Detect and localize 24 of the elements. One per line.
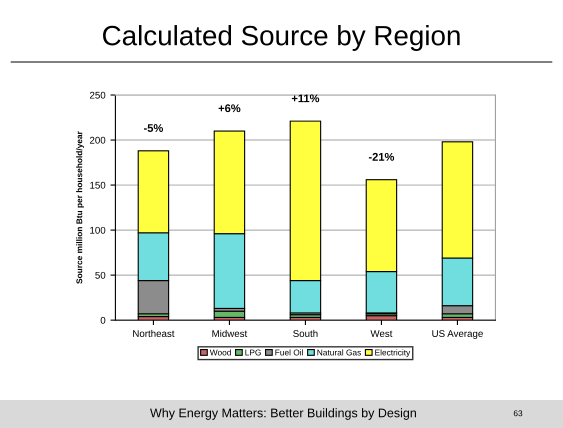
text: 63 (514, 410, 522, 416)
legend-label: Fuel Oil (275, 349, 303, 356)
annotation: -5% (144, 124, 164, 132)
y-axis-title: Source million Btu per household/year (76, 131, 84, 284)
x-tick-label: Northeast (133, 330, 174, 338)
y-tick-label: 50 (95, 272, 106, 279)
x-tick-label: US Average (432, 330, 483, 339)
legend-label: LPG (245, 350, 261, 356)
legend-label: Natural Gas (317, 349, 361, 356)
chart-title: Calculated Source by Region (103, 25, 460, 51)
y-tick-label: 150 (90, 182, 106, 189)
y-tick-label: 200 (90, 136, 106, 144)
y-tick-label: 0 (100, 316, 106, 324)
legend-label: Electricity (375, 349, 410, 358)
x-tick-label: Midwest (212, 330, 248, 338)
y-tick-label: 100 (90, 226, 106, 234)
annotation: +6% (218, 104, 240, 112)
x-tick-label: South (293, 330, 318, 338)
y-tick-label: 250 (90, 92, 106, 99)
x-tick-label: West (370, 330, 392, 338)
annotation: +11% (292, 94, 320, 102)
annotation: -21% (368, 152, 394, 161)
legend-label: Wood (210, 349, 231, 356)
text: Why Energy Matters: Better Buildings by Design (150, 408, 416, 420)
